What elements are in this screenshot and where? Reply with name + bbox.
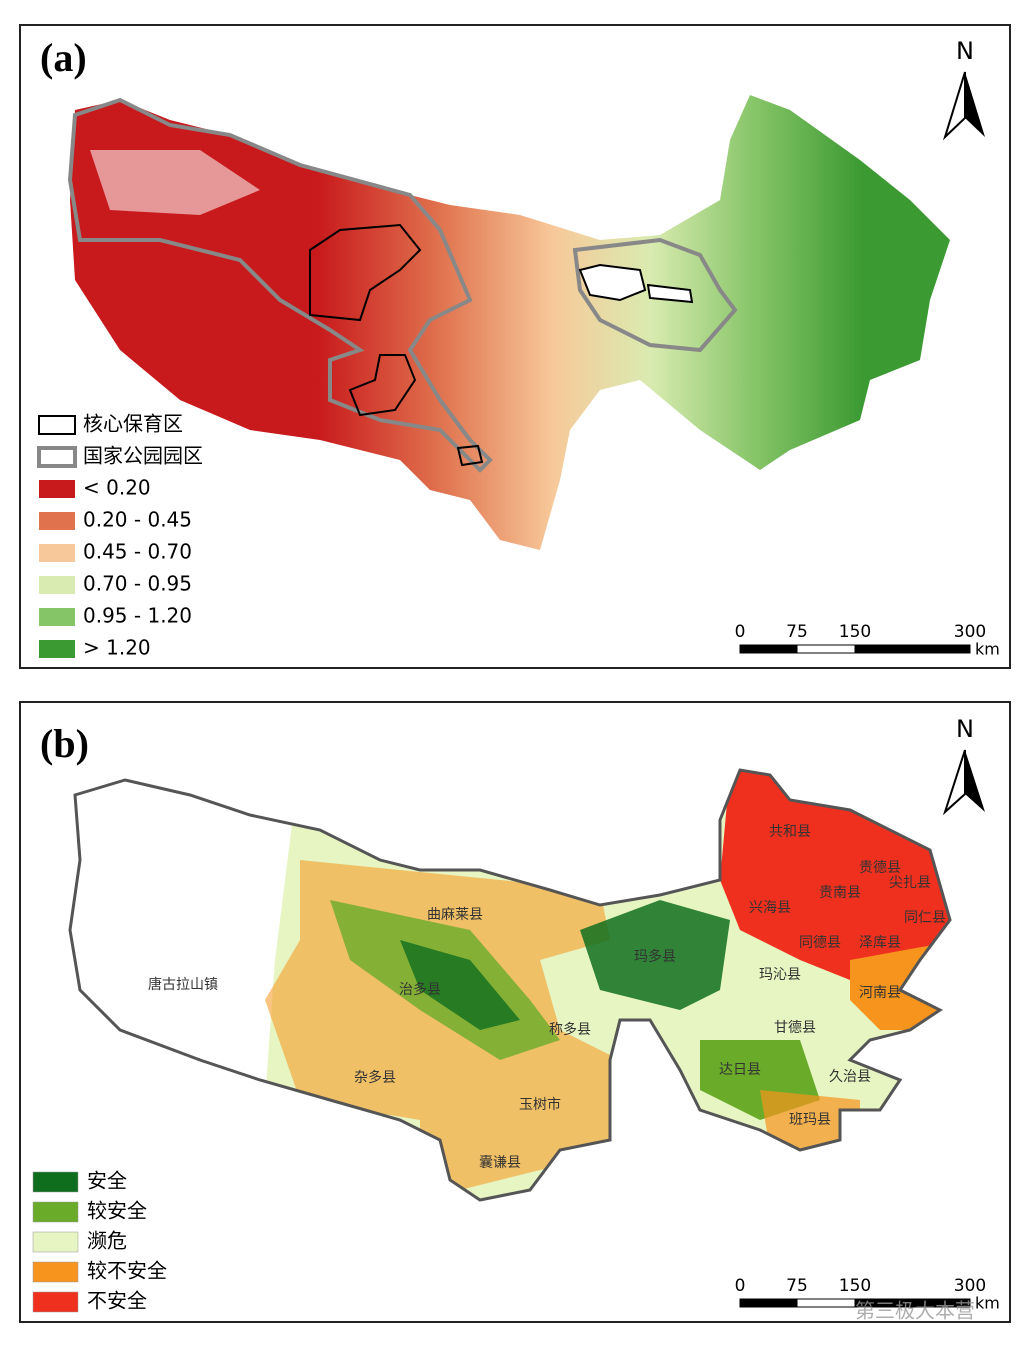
place-label: 曲麻莱县 [427, 907, 483, 923]
scale-segment [854, 1298, 971, 1308]
map-region [90, 150, 260, 215]
legend-label: 濒危 [87, 1229, 127, 1253]
place-label: 玛多县 [634, 948, 676, 965]
place-label: 河南县 [859, 985, 901, 1001]
scale-segment [739, 1298, 798, 1308]
scale-segment [796, 1298, 856, 1308]
legend-label: 较不安全 [87, 1259, 167, 1283]
place-label: 尖扎县 [889, 875, 931, 891]
map [70, 770, 950, 1200]
legend-label: 安全 [87, 1169, 127, 1193]
place-label: 杂多县 [354, 1069, 396, 1086]
legend-label: 0.70 - 0.95 [83, 572, 192, 596]
legend-swatch [32, 1171, 79, 1193]
scale-label: 75 [786, 1276, 808, 1296]
place-label: 达日县 [719, 1062, 761, 1078]
legend-swatch [39, 512, 75, 530]
legend-swatch [39, 608, 75, 626]
north-arrow [965, 72, 985, 137]
scale-segment [739, 644, 798, 654]
legend-swatch [32, 1231, 79, 1253]
legend-label: 0.95 - 1.20 [83, 604, 192, 628]
legend-swatch [32, 1201, 79, 1223]
scale-segment [796, 644, 856, 654]
place-label: 治多县 [399, 981, 441, 998]
legend-swatch [39, 640, 75, 658]
legend-label: 国家公园园区 [83, 444, 203, 468]
legend-label: 0.20 - 0.45 [83, 508, 192, 532]
north-label: N [956, 37, 974, 65]
map-region [70, 95, 950, 550]
map-region [400, 940, 520, 1030]
place-label: 囊谦县 [479, 1154, 521, 1171]
legend-label: < 0.20 [83, 476, 151, 500]
legend-label: 核心保育区 [83, 412, 183, 436]
legend-swatch [39, 576, 75, 594]
legend-label: 不安全 [87, 1289, 147, 1313]
legend-swatch [39, 544, 75, 562]
scale-label: 0 [735, 1276, 746, 1296]
legend-swatch [37, 446, 77, 468]
map-region [70, 770, 300, 1100]
core-area [578, 263, 647, 302]
scale-label: 75 [786, 622, 808, 642]
core-area [646, 283, 694, 304]
scale-label: 300 [954, 622, 986, 642]
north-arrow [965, 750, 985, 812]
place-label: 泽库县 [859, 935, 901, 951]
scale-label: 300 [954, 1276, 986, 1296]
place-label: 唐古拉山镇 [148, 976, 218, 993]
legend-label: > 1.20 [83, 636, 151, 660]
scale-unit: km [975, 1294, 1000, 1313]
legend-swatch [39, 480, 75, 498]
scale-label: 150 [839, 622, 871, 642]
core-area [348, 354, 417, 417]
panel-label: (b) [40, 721, 89, 766]
place-label: 贵南县 [819, 885, 861, 901]
legend-label: 较安全 [87, 1199, 147, 1223]
place-label: 玛沁县 [759, 967, 801, 983]
place-label: 同仁县 [904, 910, 946, 926]
place-label: 甘德县 [774, 1020, 816, 1036]
scale-unit: km [975, 640, 1000, 659]
place-label: 贵德县 [859, 860, 901, 876]
legend-label: 0.45 - 0.70 [83, 540, 192, 564]
legend-swatch [38, 415, 76, 435]
north-label: N [956, 715, 974, 743]
boundary [68, 768, 952, 1202]
scale-segment [854, 644, 971, 654]
map-region [580, 900, 730, 1010]
legend-swatch [32, 1261, 79, 1283]
panel-label: (a) [40, 35, 87, 80]
scale-label: 0 [735, 622, 746, 642]
place-label: 称多县 [549, 1021, 591, 1038]
core-area [456, 444, 484, 467]
place-label: 兴海县 [749, 900, 791, 916]
place-label: 玉树市 [519, 1096, 561, 1113]
place-label: 久治县 [829, 1069, 871, 1085]
core-area [309, 223, 422, 322]
watermark: 第三极大本营 [855, 1299, 975, 1323]
legend-swatch [32, 1291, 79, 1313]
place-label: 共和县 [769, 824, 811, 840]
park-boundary [67, 97, 493, 473]
place-label: 同德县 [799, 935, 841, 951]
park-boundary [572, 237, 738, 353]
scale-label: 150 [839, 1276, 871, 1296]
place-label: 班玛县 [789, 1112, 831, 1128]
